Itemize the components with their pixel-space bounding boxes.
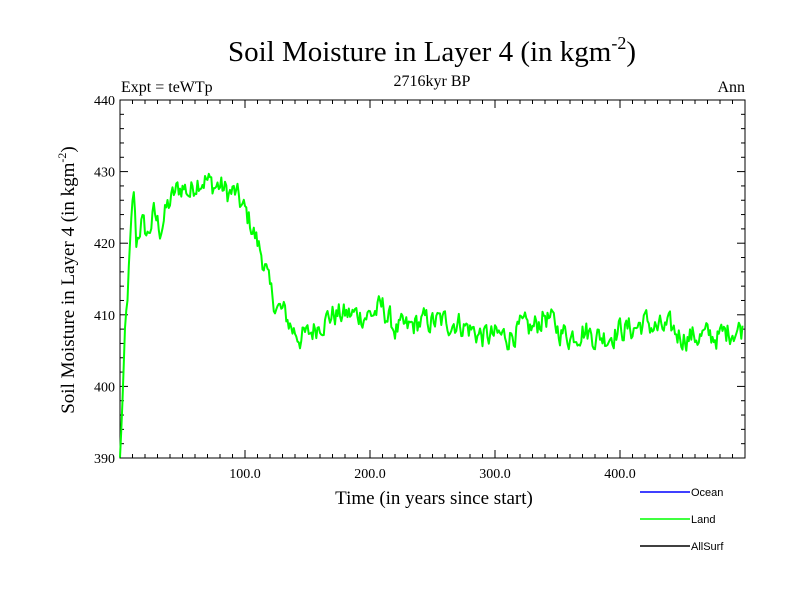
chart-subtitle: 2716kyr BP: [394, 73, 471, 90]
y-tick-label: 400: [94, 380, 115, 395]
series-line-land: [119, 172, 744, 458]
y-tick-label: 420: [94, 237, 115, 252]
x-tick-label: 200.0: [354, 467, 386, 482]
x-axis-label: Time (in years since start): [335, 488, 533, 509]
legend-label-ocean: Ocean: [691, 487, 723, 499]
legend: Ocean Land AllSurf: [640, 487, 724, 553]
x-tick-label: 100.0: [229, 467, 261, 482]
plot-area: 100.0 200.0 300.0 400.0 390 400 410 420 430 440: [94, 94, 746, 482]
y-tick-label: 390: [94, 452, 115, 467]
legend-label-land: Land: [691, 514, 715, 526]
y-tick-label: 430: [94, 166, 115, 181]
x-tick-label: 300.0: [479, 467, 511, 482]
chart-title: Soil Moisture in Layer 4 (in kgm-2): [228, 33, 636, 68]
y-axis-label: Soil Moisture in Layer 4 (in kgm-2): [55, 146, 79, 414]
experiment-label: Expt = teWTp: [121, 79, 213, 96]
legend-label-allsurf: AllSurf: [691, 541, 724, 553]
y-tick-label: 440: [94, 94, 115, 109]
plot-frame: [119, 99, 746, 459]
y-tick-label: 410: [94, 309, 115, 324]
x-tick-label: 400.0: [604, 467, 636, 482]
season-label: Ann: [717, 79, 745, 96]
